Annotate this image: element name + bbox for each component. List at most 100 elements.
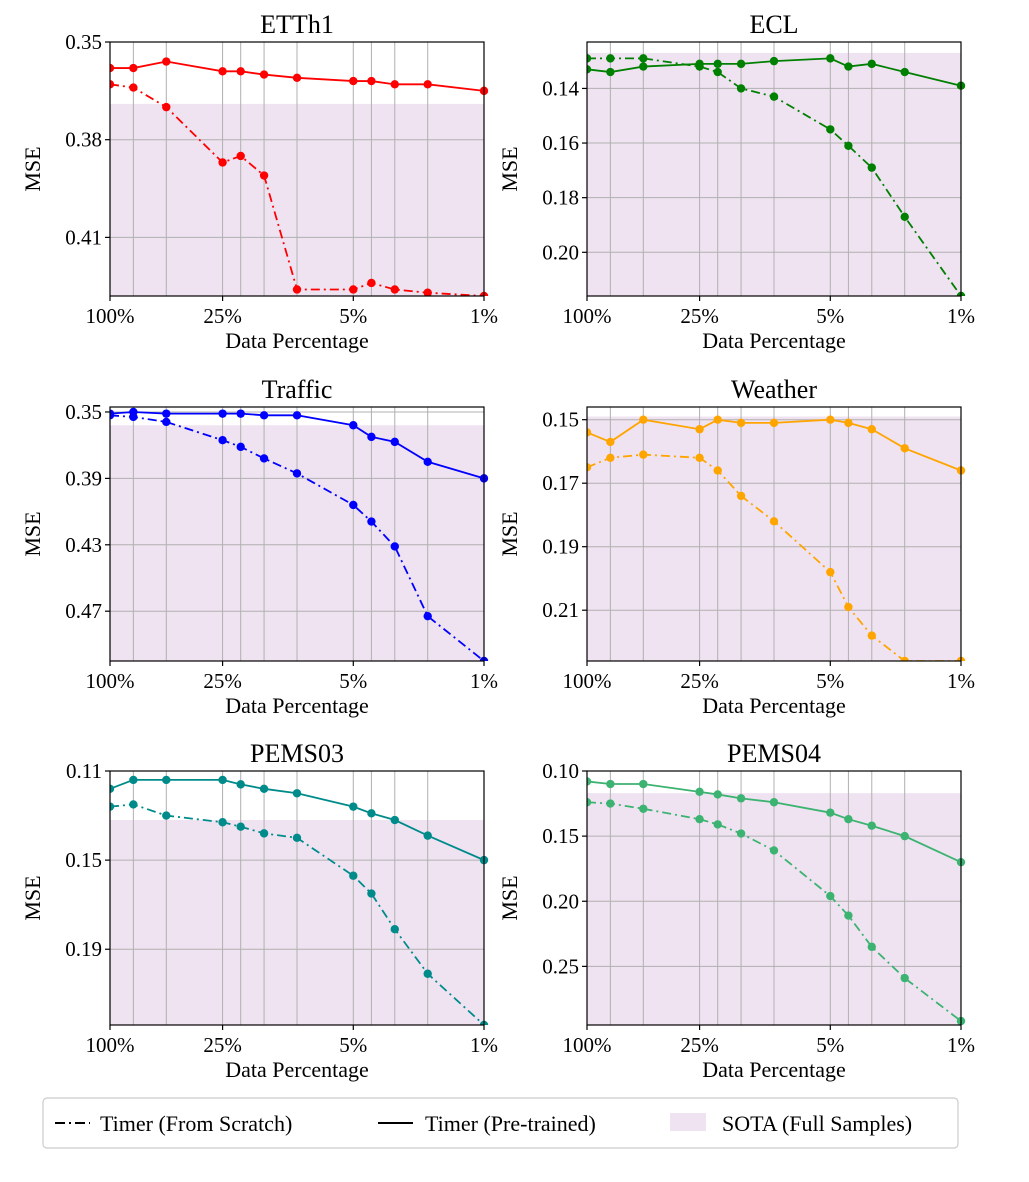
- x-tick-label: 100%: [86, 304, 135, 328]
- data-point: [736, 794, 746, 803]
- data-point: [713, 415, 722, 424]
- data-point: [292, 73, 302, 83]
- data-point: [236, 442, 245, 452]
- data-point: [390, 80, 399, 89]
- data-point: [639, 415, 648, 424]
- series-group: [587, 415, 966, 661]
- data-point: [162, 409, 171, 418]
- data-point: [218, 436, 227, 445]
- series-scratch-line: [587, 57, 962, 296]
- data-point: [129, 800, 138, 809]
- data-point: [259, 70, 269, 79]
- plot-frame: [586, 770, 962, 1026]
- data-point: [390, 437, 399, 447]
- y-tick-label: 0.17: [542, 471, 579, 495]
- data-point: [587, 54, 592, 63]
- data-point: [367, 889, 376, 898]
- x-tick-label: 25%: [680, 1033, 719, 1057]
- series-group: [110, 57, 489, 296]
- data-point: [390, 815, 399, 825]
- data-point: [844, 911, 853, 920]
- panel-title: Weather: [731, 375, 817, 404]
- panel-title: ECL: [749, 10, 798, 39]
- data-point: [826, 415, 835, 424]
- panel-pems03: 0.11 0.15 0.19 100% 25% 5% 1% PEMS03 Data Percen…: [20, 739, 498, 1082]
- data-point: [639, 450, 648, 459]
- data-point: [129, 775, 138, 785]
- panel-title: ETTh1: [260, 10, 334, 39]
- x-tick-label: 5%: [816, 669, 844, 693]
- data-point: [713, 790, 722, 799]
- data-point: [900, 67, 909, 77]
- data-point: [129, 63, 138, 73]
- x-tick-label: 5%: [339, 304, 367, 328]
- data-point: [110, 802, 115, 811]
- data-point: [367, 517, 376, 526]
- data-point: [423, 80, 432, 89]
- y-tick-label: 0.14: [542, 76, 579, 100]
- legend-pretrained-label: Timer (Pre-trained): [425, 1111, 596, 1136]
- data-point: [423, 831, 432, 840]
- data-point: [162, 417, 171, 427]
- x-tick-label: 100%: [86, 1033, 135, 1057]
- series-group: [587, 54, 966, 296]
- data-point: [259, 454, 269, 463]
- y-tick-label: 0.11: [66, 759, 102, 783]
- data-point: [367, 809, 376, 818]
- data-point: [606, 779, 615, 789]
- data-point: [218, 818, 227, 827]
- y-tick-label: 0.16: [542, 131, 579, 155]
- y-axis-label: MSE: [497, 875, 522, 920]
- series-group: [110, 407, 489, 661]
- data-point: [587, 463, 592, 472]
- series-scratch-line: [110, 803, 485, 1025]
- data-point: [349, 871, 358, 880]
- data-point: [110, 80, 115, 89]
- data-point: [606, 54, 615, 63]
- x-tick-label: 100%: [563, 1033, 612, 1057]
- data-point: [844, 141, 853, 150]
- data-point: [867, 425, 876, 434]
- plot-frame: [586, 406, 962, 662]
- data-point: [390, 542, 399, 551]
- y-tick-label: 0.18: [542, 186, 579, 210]
- y-tick-label: 0.19: [65, 937, 102, 961]
- data-point: [236, 409, 245, 418]
- data-point: [259, 411, 269, 420]
- data-point: [826, 808, 835, 817]
- data-point: [844, 602, 853, 612]
- y-tick-label: 0.21: [542, 598, 579, 622]
- y-axis-label: MSE: [497, 146, 522, 191]
- data-point: [236, 67, 245, 76]
- data-point: [367, 76, 376, 86]
- x-tick-label: 1%: [470, 1033, 498, 1057]
- data-point: [587, 428, 592, 437]
- x-axis-label: Data Percentage: [702, 1057, 846, 1082]
- series-group: [587, 777, 966, 1025]
- data-point: [423, 611, 432, 621]
- series-pretrained-line: [110, 411, 485, 480]
- data-point: [162, 811, 171, 820]
- y-tick-label: 0.20: [542, 240, 579, 264]
- data-point: [390, 285, 399, 294]
- data-point: [736, 84, 746, 93]
- data-point: [844, 62, 853, 71]
- data-point: [769, 92, 779, 101]
- data-point: [423, 457, 432, 466]
- data-point: [844, 814, 853, 824]
- data-point: [695, 425, 704, 434]
- data-point: [349, 802, 358, 811]
- x-axis-label: Data Percentage: [225, 1057, 369, 1082]
- y-tick-label: 0.25: [542, 954, 579, 978]
- plot-frame: [109, 770, 485, 1026]
- data-point: [110, 63, 115, 73]
- data-point: [162, 57, 171, 66]
- data-point: [867, 59, 876, 69]
- panel-etth1: 0.35 0.38 0.41 100% 25% 5% 1% ETTh1 Data Percent…: [20, 10, 498, 353]
- data-point: [423, 969, 432, 978]
- data-point: [639, 62, 648, 71]
- plot-frame: [586, 41, 962, 297]
- data-point: [259, 829, 269, 838]
- data-point: [587, 798, 592, 807]
